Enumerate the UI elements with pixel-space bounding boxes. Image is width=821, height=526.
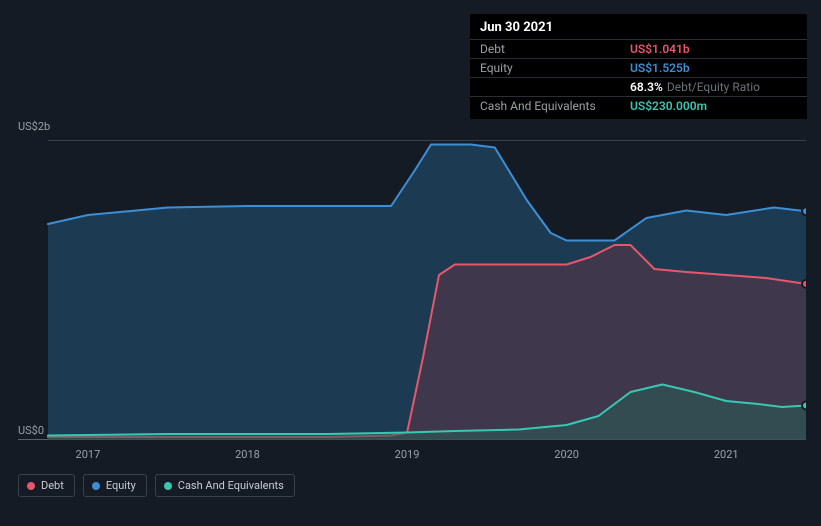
tooltip-value: US$1.525b — [630, 61, 690, 75]
x-axis-labels: 2017 2018 2019 2020 2021 — [18, 448, 806, 468]
legend-dot-icon — [92, 482, 100, 490]
tooltip-row: DebtUS$1.041b — [470, 39, 807, 58]
legend-item-debt[interactable]: Debt — [18, 474, 75, 497]
legend: Debt Equity Cash And Equivalents — [18, 474, 295, 497]
legend-label: Debt — [41, 479, 64, 492]
chart-svg — [18, 140, 806, 440]
x-axis-label: 2018 — [235, 448, 260, 461]
legend-label: Cash And Equivalents — [178, 479, 284, 492]
tooltip-suffix: Debt/Equity Ratio — [667, 80, 760, 94]
tooltip-value: US$230.000m — [630, 99, 707, 113]
legend-item-equity[interactable]: Equity — [83, 474, 147, 497]
tooltip-row: Cash And EquivalentsUS$230.000m — [470, 96, 807, 115]
tooltip-row: 68.3% Debt/Equity Ratio — [470, 77, 807, 96]
y-axis-label-top: US$2b — [18, 120, 63, 133]
tooltip-value: US$1.041b — [630, 42, 690, 56]
legend-dot-icon — [27, 482, 35, 490]
hover-tooltip: Jun 30 2021 DebtUS$1.041bEquityUS$1.525b… — [470, 14, 807, 119]
legend-dot-icon — [164, 482, 172, 490]
legend-label: Equity — [106, 479, 136, 492]
x-axis-label: 2019 — [395, 448, 420, 461]
tooltip-label: Equity — [480, 61, 630, 75]
tooltip-date: Jun 30 2021 — [470, 18, 807, 39]
tooltip-value: 68.3% — [630, 80, 663, 94]
tooltip-row: EquityUS$1.525b — [470, 58, 807, 77]
tooltip-label: Cash And Equivalents — [480, 99, 630, 113]
plot-region[interactable] — [18, 140, 806, 440]
x-axis-label: 2021 — [714, 448, 739, 461]
tooltip-label — [480, 80, 630, 94]
legend-item-cash[interactable]: Cash And Equivalents — [155, 474, 295, 497]
x-axis-label: 2020 — [554, 448, 579, 461]
x-axis-label: 2017 — [76, 448, 101, 461]
chart-area: US$2b US$0 2017 2018 2019 2020 2021 Debt Equi… — [18, 120, 806, 500]
chart-container: Jun 30 2021 DebtUS$1.041bEquityUS$1.525b… — [0, 0, 821, 526]
tooltip-label: Debt — [480, 42, 630, 56]
y-axis-label-bottom: US$0 — [18, 424, 63, 437]
